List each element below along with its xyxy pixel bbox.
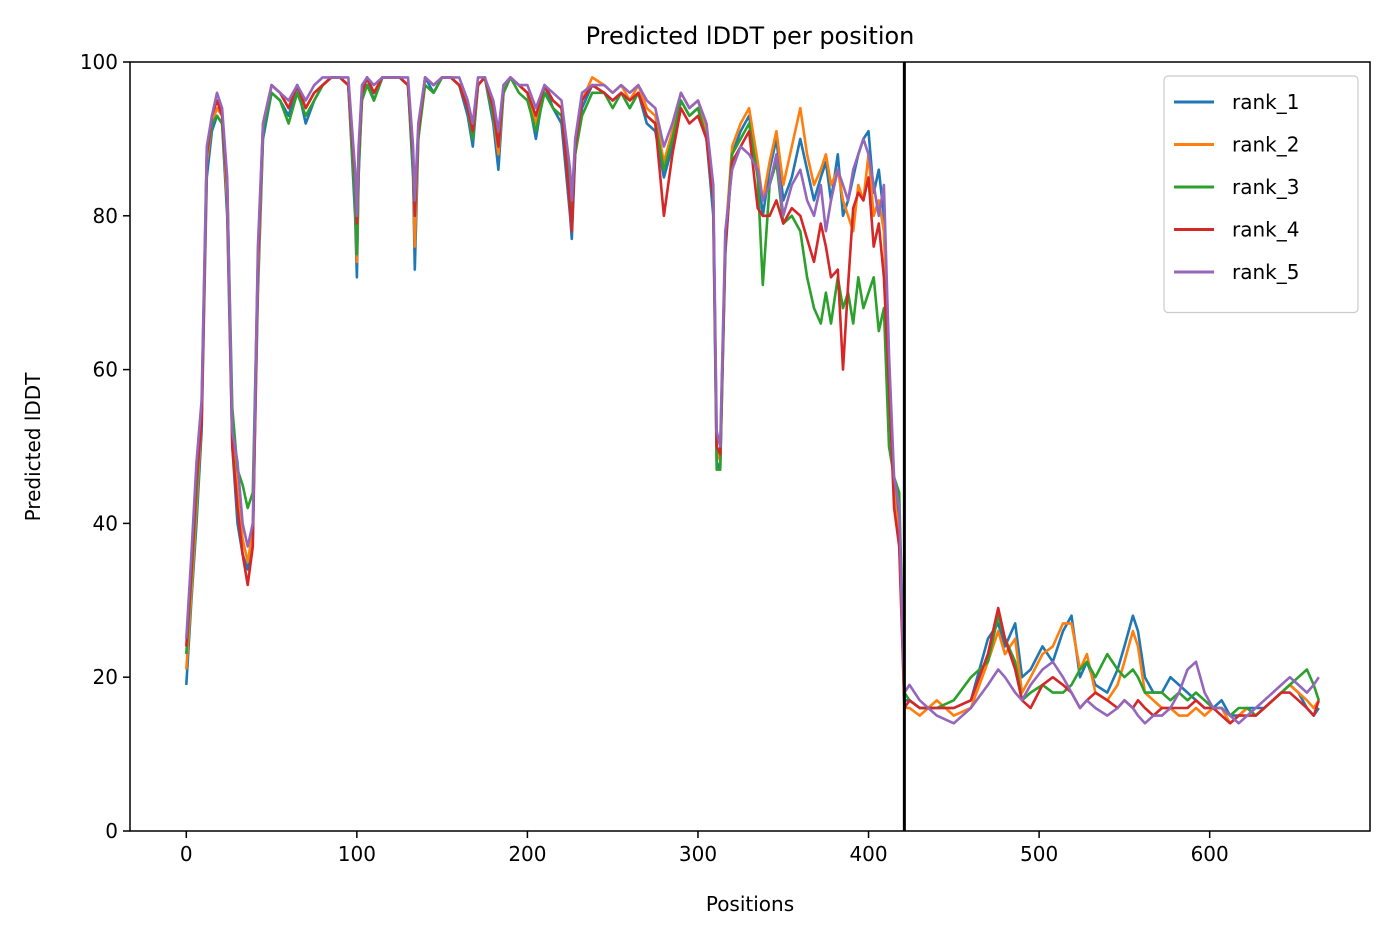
x-tick-label: 600 [1191, 842, 1229, 866]
y-tick-label: 60 [93, 358, 118, 382]
x-tick-label: 0 [180, 842, 193, 866]
series-lines [185, 76, 1321, 725]
legend-label-rank_4: rank_4 [1232, 218, 1299, 242]
y-tick-label: 100 [80, 50, 118, 74]
y-axis-title: Predicted lDDT [21, 372, 45, 522]
x-tick-label: 100 [338, 842, 376, 866]
legend-label-rank_5: rank_5 [1232, 260, 1299, 284]
legend-label-rank_2: rank_2 [1232, 133, 1299, 157]
x-tick-label: 500 [1020, 842, 1058, 866]
legend-label-rank_3: rank_3 [1232, 175, 1299, 199]
y-axis-ticks: 0 20 40 60 80 100 [80, 50, 130, 843]
series-line-rank_5 [185, 76, 1320, 725]
plot-frame [129, 61, 1371, 832]
legend-label-rank_1: rank_1 [1232, 90, 1299, 114]
x-tick-label: 300 [679, 842, 717, 866]
y-tick-label: 80 [93, 204, 118, 228]
x-tick-label: 400 [849, 842, 887, 866]
x-axis-title: Positions [706, 892, 794, 916]
y-tick-label: 0 [105, 819, 118, 843]
y-tick-label: 20 [93, 665, 118, 689]
x-tick-label: 200 [508, 842, 546, 866]
y-tick-label: 40 [93, 511, 118, 535]
x-axis-ticks: 0 100 200 300 400 500 600 [180, 831, 1229, 866]
legend: rank_1 rank_2 rank_3 rank_4 rank_5 [1163, 75, 1359, 314]
chart-title: Predicted lDDT per position [586, 22, 915, 50]
legend-box [1163, 75, 1359, 314]
